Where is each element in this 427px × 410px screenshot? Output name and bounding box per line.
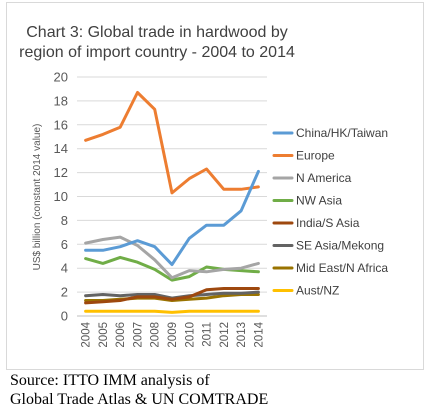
- legend-item-nw-asia: NW Asia: [272, 194, 342, 208]
- legend-item-aust-nz: Aust/NZ: [272, 284, 339, 298]
- x-tick-label-2005: 2005: [98, 322, 110, 348]
- x-tick-label-2006: 2006: [115, 322, 127, 348]
- y-tick-label-16: 16: [54, 117, 68, 132]
- chart-title-line-2: region of import country - 2004 to 2014: [19, 44, 295, 61]
- legend-item-china-hk-taiwan: China/HK/Taiwan: [272, 126, 388, 140]
- y-tick-label-2: 2: [61, 285, 68, 300]
- legend-label-n-america: N America: [296, 171, 352, 185]
- legend-item-n-america: N America: [272, 171, 352, 185]
- legend: China/HK/Taiwan Europe N America NW Asia Ind…: [272, 126, 388, 298]
- y-tick-label-8: 8: [61, 213, 68, 228]
- series-line-aust-nz: [84, 309, 260, 314]
- y-tick-label-14: 14: [54, 141, 68, 156]
- series-line-china-hk-taiwan: [84, 169, 260, 267]
- chart-title: Chart 3: Global trade in hardwood by reg…: [19, 24, 295, 61]
- legend-label-nw-asia: NW Asia: [296, 194, 342, 208]
- source-line-1: Source: ITTO IMM analysis of: [10, 372, 210, 389]
- x-tick-label-2012: 2012: [219, 322, 231, 348]
- chart-frame: Chart 3: Global trade in hardwood by reg…: [6, 2, 424, 370]
- chart-title-line-1: Chart 3: Global trade in hardwood by: [26, 24, 287, 41]
- x-tick-label-2007: 2007: [132, 322, 144, 348]
- line-chart: Chart 3: Global trade in hardwood by reg…: [19, 24, 388, 348]
- legend-label-se-asia-mekong: SE Asia/Mekong: [296, 239, 384, 253]
- legend-label-india-s-asia: India/S Asia: [296, 216, 360, 230]
- y-tick-label-10: 10: [54, 189, 68, 204]
- x-tick-label-2004: 2004: [81, 321, 93, 347]
- y-tick-label-0: 0: [61, 309, 68, 324]
- x-tick-label-2008: 2008: [150, 322, 162, 348]
- y-tick-label-6: 6: [61, 237, 68, 252]
- legend-label-china-hk-taiwan: China/HK/Taiwan: [296, 126, 388, 140]
- legend-item-india-s-asia: India/S Asia: [272, 216, 360, 230]
- x-tick-label-2011: 2011: [202, 322, 214, 347]
- x-tick-label-2009: 2009: [167, 322, 179, 348]
- x-axis-ticks: 2004 2005 2006 2007 2008 2009 2010 2011 2012 2013…: [81, 321, 266, 347]
- x-tick-label-2014: 2014: [253, 321, 265, 347]
- source-line-2: Global Trade Atlas & UN COMTRADE: [10, 391, 269, 408]
- y-tick-label-20: 20: [54, 70, 68, 85]
- series-line-n-america: [84, 235, 260, 280]
- y-tick-label-4: 4: [61, 261, 68, 276]
- gridlines: [77, 76, 267, 317]
- legend-label-aust-nz: Aust/NZ: [296, 284, 339, 298]
- x-tick-label-2010: 2010: [184, 322, 196, 348]
- y-axis-label: US$ billion (constant 2014 value): [32, 124, 43, 271]
- legend-item-europe: Europe: [272, 149, 335, 163]
- legend-item-mid-east-n-africa: Mid East/N Africa: [272, 261, 388, 275]
- legend-item-se-asia-mekong: SE Asia/Mekong: [272, 239, 384, 253]
- y-tick-label-18: 18: [54, 93, 68, 108]
- y-tick-label-12: 12: [54, 165, 68, 180]
- legend-label-mid-east-n-africa: Mid East/N Africa: [296, 261, 388, 275]
- series-lines: [84, 91, 260, 314]
- series-line-europe: [84, 91, 260, 195]
- legend-label-europe: Europe: [296, 149, 335, 163]
- y-axis-ticks: 0 2 4 6 8 10 12 14 16 18 20: [54, 70, 68, 324]
- series-line-india-s-asia: [84, 287, 260, 305]
- source-note: Source: ITTO IMM analysis of Global Trad…: [10, 371, 420, 409]
- x-tick-label-2013: 2013: [236, 322, 248, 348]
